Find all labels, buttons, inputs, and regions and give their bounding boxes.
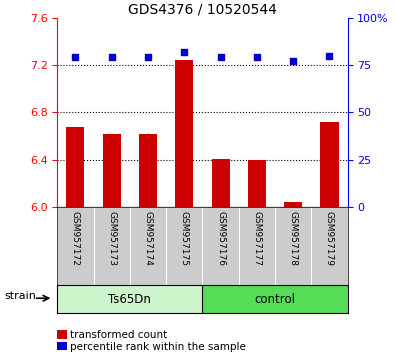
Bar [139,134,157,207]
Point [181,49,188,55]
Bar [211,159,229,207]
Text: Ts65Dn: Ts65Dn [108,293,151,306]
Text: strain: strain [4,291,36,301]
Point [217,55,224,60]
Bar [66,127,85,207]
Point [109,55,115,60]
Point [145,55,151,60]
Bar [202,285,348,313]
Bar [320,122,339,207]
Text: control: control [254,293,295,306]
Bar [284,202,302,207]
Bar [175,60,194,207]
Text: GSM957172: GSM957172 [71,211,80,266]
Text: transformed count: transformed count [70,330,167,340]
Text: GSM957178: GSM957178 [289,211,298,266]
Bar [57,285,202,313]
Text: GSM957176: GSM957176 [216,211,225,266]
Text: GSM957175: GSM957175 [180,211,189,266]
Title: GDS4376 / 10520544: GDS4376 / 10520544 [128,2,277,17]
Text: percentile rank within the sample: percentile rank within the sample [70,342,246,352]
Point [290,58,296,64]
Text: GSM957173: GSM957173 [107,211,116,266]
Text: GSM957177: GSM957177 [252,211,261,266]
Point [72,55,79,60]
Bar [103,134,121,207]
Point [254,55,260,60]
Text: GSM957174: GSM957174 [143,211,152,266]
Bar [248,160,266,207]
Text: GSM957179: GSM957179 [325,211,334,266]
Point [326,53,333,58]
